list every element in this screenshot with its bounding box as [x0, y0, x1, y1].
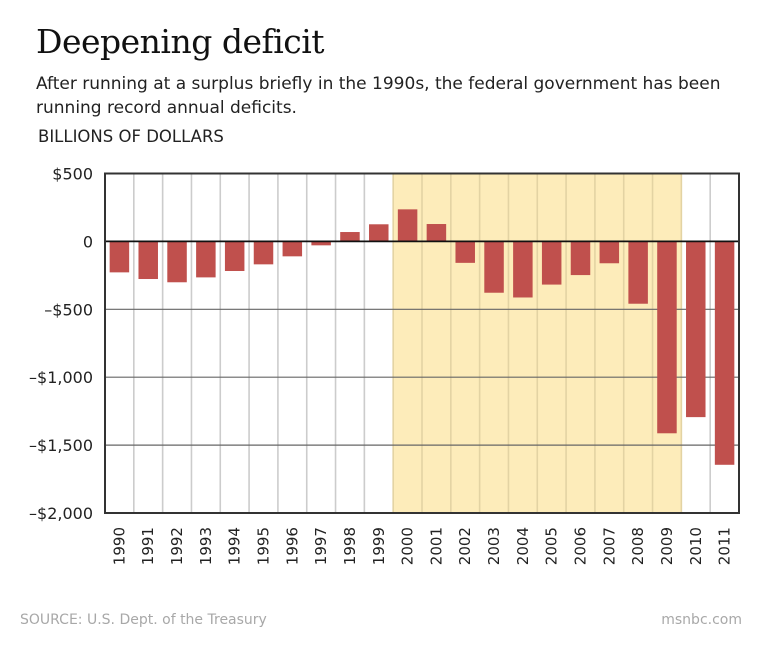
x-tick-label: 2010 — [687, 527, 705, 565]
x-tick-label: 2009 — [658, 527, 676, 565]
y-tick-label: $500 — [52, 165, 93, 184]
x-tick-label: 2008 — [629, 527, 647, 565]
y-tick-label: –$500 — [44, 300, 93, 319]
bar-2003 — [484, 241, 504, 293]
bar-1998 — [340, 232, 360, 242]
y-tick-label: –$2,000 — [29, 504, 93, 523]
x-tick-label: 1999 — [370, 527, 388, 565]
bar-2005 — [541, 241, 562, 285]
bar-2011 — [714, 241, 735, 465]
bar-1992 — [167, 241, 187, 283]
chart-title: Deepening deficit — [36, 22, 325, 61]
bar-1997 — [311, 241, 331, 246]
x-tick-label: 2006 — [572, 527, 590, 565]
bar-2002 — [455, 241, 475, 263]
bar-1993 — [196, 241, 216, 278]
bar-2006 — [570, 241, 591, 276]
bar-chart: $500 0 –$500 –$1,000 –$1,500 –$2,000 1990 1991… — [29, 165, 740, 565]
vertical-gridlines — [133, 173, 711, 513]
x-tick-label: 2007 — [600, 527, 618, 565]
x-tick-label: 1996 — [283, 527, 301, 565]
x-tick-label: 1995 — [255, 527, 273, 565]
y-tick-label: 0 — [83, 232, 93, 251]
x-tick-label: 2003 — [485, 527, 503, 565]
bars — [109, 209, 735, 465]
bar-1999 — [369, 224, 389, 242]
x-tick-label: 1998 — [341, 527, 359, 565]
bar-2010 — [686, 241, 706, 418]
bar-2000 — [397, 209, 418, 242]
x-tick-label: 2001 — [427, 527, 445, 565]
horizontal-gridlines — [105, 308, 739, 446]
x-tick-label: 1990 — [110, 527, 128, 565]
x-tick-label: 2005 — [543, 527, 561, 565]
y-tick-label: –$1,500 — [29, 436, 93, 455]
chart-subtitle: After running at a surplus briefly in th… — [36, 74, 721, 118]
x-axis-tick-labels: 1990 1991 1992 1993 1994 1995 1996 1997 1998 1999… — [110, 527, 733, 565]
x-tick-label: 1991 — [139, 527, 157, 565]
y-tick-label: –$1,000 — [29, 368, 93, 387]
bar-1991 — [138, 241, 158, 280]
x-tick-label: 2000 — [399, 527, 417, 565]
bar-2001 — [426, 224, 447, 242]
plot-border — [104, 172, 740, 514]
bar-1994 — [224, 241, 245, 272]
y-axis-tick-labels: $500 0 –$500 –$1,000 –$1,500 –$2,000 — [29, 165, 93, 524]
x-tick-label: 1992 — [168, 527, 186, 565]
x-tick-label: 1997 — [312, 527, 330, 565]
bar-2008 — [628, 241, 648, 304]
x-tick-label: 1994 — [226, 527, 244, 565]
credit: msnbc.com — [661, 612, 742, 628]
bar-2009 — [657, 241, 677, 434]
x-tick-label: 2004 — [514, 527, 532, 565]
bar-2007 — [599, 241, 620, 264]
bar-1995 — [253, 241, 274, 265]
plot-frame — [104, 172, 740, 514]
bar-1990 — [109, 241, 130, 273]
x-tick-label: 2011 — [716, 527, 734, 565]
x-tick-label: 2002 — [456, 527, 474, 565]
bar-1996 — [282, 241, 303, 257]
source-note: SOURCE: U.S. Dept. of the Treasury — [20, 612, 267, 628]
x-tick-label: 1993 — [197, 527, 215, 565]
y-axis-units-label: BILLIONS OF DOLLARS — [38, 127, 224, 146]
bar-2004 — [513, 241, 533, 298]
